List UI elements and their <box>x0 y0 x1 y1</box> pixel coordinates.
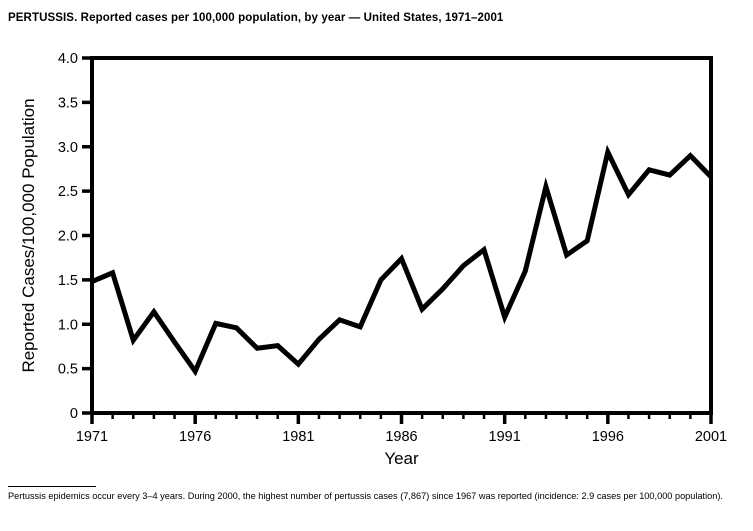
footnote-block: Pertussis epidemics occur every 3–4 year… <box>8 486 750 502</box>
footnote-text: Pertussis epidemics occur every 3–4 year… <box>8 491 723 501</box>
y-tick-label: 1.5 <box>58 273 78 289</box>
y-tick-label: 0 <box>70 406 78 422</box>
y-tick-label: 2.0 <box>58 229 78 245</box>
y-tick-label: 3.0 <box>58 140 78 156</box>
x-axis-title: Year <box>384 449 419 468</box>
x-tick-label: 1981 <box>282 429 314 445</box>
x-tick-label: 1971 <box>76 429 108 445</box>
y-tick-label: 3.5 <box>58 95 78 111</box>
x-tick-label: 1991 <box>489 429 521 445</box>
x-tick-label: 1996 <box>592 429 624 445</box>
y-tick-label: 4.0 <box>58 51 78 67</box>
x-tick-label: 1976 <box>179 429 211 445</box>
footnote-rule <box>8 486 96 487</box>
y-tick-label: 2.5 <box>58 184 78 200</box>
y-tick-label: 0.5 <box>58 362 78 378</box>
y-axis-title: Reported Cases/100,000 Population <box>19 98 38 372</box>
y-tick-label: 1.0 <box>58 317 78 333</box>
pertussis-line-chart: 0 0.5 1.0 1.5 2.0 2.5 3.0 3.5 4.0 1971 1976 1981 198… <box>19 51 727 468</box>
x-tick-label: 2001 <box>695 429 727 445</box>
chart-title: PERTUSSIS. Reported cases per 100,000 po… <box>8 12 504 24</box>
pertussis-rate-series <box>91 144 713 377</box>
x-tick-label: 1986 <box>385 429 417 445</box>
